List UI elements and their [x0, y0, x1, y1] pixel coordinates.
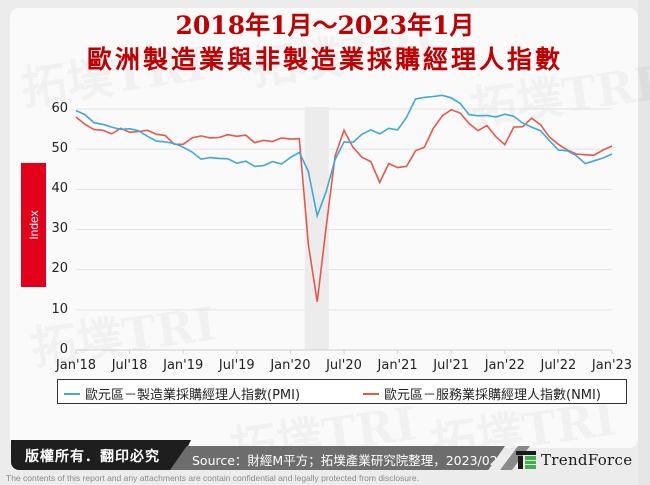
x-tick-label: Jan'21 [377, 358, 418, 373]
y-tick-label: 50 [51, 141, 68, 156]
trendforce-logo: TrendForce [516, 447, 632, 473]
y-tick-label: 60 [51, 101, 68, 116]
copyright-text: 版權所有．翻印必究 [25, 449, 160, 465]
source-banner: Source：財經M平方；拓墣產業研究院整理，2023/02 [170, 446, 505, 470]
chart-legend: 歐元區－製造業採購經理人指數(PMI) 歐元區－服務業採購經理人指數(NMI) [57, 379, 627, 404]
x-tick-label: Jan'20 [270, 358, 311, 373]
disclaimer-text: The contents of this report and any atta… [6, 473, 419, 483]
x-tick-label: Jul'18 [111, 358, 148, 373]
chart-title-line1: 2018年1月～2023年1月 [175, 11, 475, 40]
right-margin-strip [638, 0, 650, 485]
x-tick-label: Jul'21 [433, 358, 470, 373]
brand-name: TrendForce [541, 451, 633, 469]
y-tick-label: 20 [51, 261, 68, 276]
gridlines [76, 108, 612, 311]
y-tick-label: 40 [51, 181, 68, 196]
x-tick-label: Jul'19 [218, 358, 255, 373]
covid-shaded-region [304, 107, 329, 350]
x-tick-label: Jul'22 [540, 358, 577, 373]
x-tick-label: Jan'22 [484, 358, 525, 373]
chart-title-line2: 歐洲製造業與非製造業採購經理人指數 [86, 45, 563, 74]
y-tick-label: 10 [51, 302, 68, 317]
x-tick-label: Jan'18 [55, 358, 97, 373]
y-tick-label: 0 [59, 342, 68, 357]
x-axis [75, 349, 613, 354]
x-tick-label: Jul'20 [326, 358, 362, 373]
y-axis-title: Index [21, 163, 46, 287]
nmi-swatch-icon [363, 392, 379, 395]
legend-label-pmi: 歐元區－製造業採購經理人指數(PMI) [85, 388, 301, 403]
y-tick-label: 30 [51, 221, 68, 236]
x-tick-label: Jan'19 [163, 358, 204, 373]
pmi-series-line [75, 94, 613, 219]
source-text: Source：財經M平方；拓墣產業研究院整理，2023/02 [192, 453, 498, 468]
legend-item-nmi: 歐元區－服務業採購經理人指數(NMI) [363, 384, 601, 403]
copyright-banner: 版權所有．翻印必究 [11, 440, 191, 470]
legend-label-nmi: 歐元區－服務業採購經理人指數(NMI) [384, 388, 601, 403]
pmi-swatch-icon [64, 392, 80, 395]
legend-item-pmi: 歐元區－製造業採購經理人指數(PMI) [64, 384, 300, 403]
nmi-series-line [75, 108, 613, 302]
trendforce-mark-icon [516, 451, 536, 469]
x-tick-label: Jan'23 [591, 358, 633, 373]
